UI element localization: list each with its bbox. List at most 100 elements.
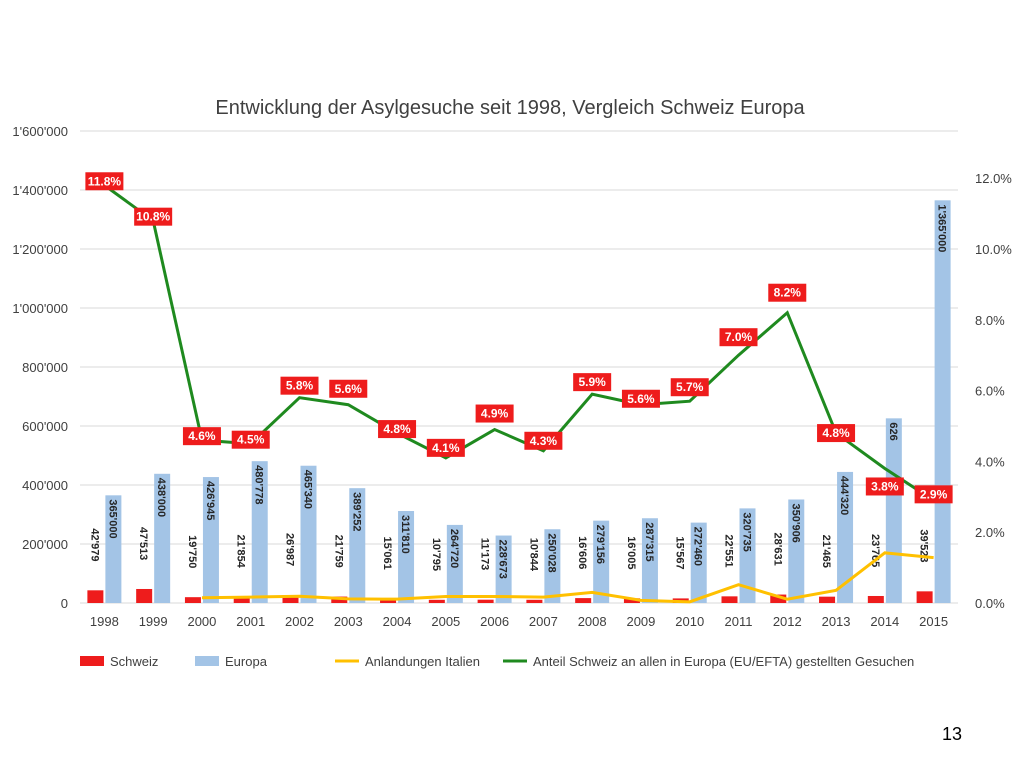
bar-label-europa: 626 bbox=[887, 422, 899, 440]
y-tick-label: 1'000'000 bbox=[12, 301, 68, 316]
pct-label: 8.2% bbox=[774, 286, 802, 300]
x-tick-label: 2009 bbox=[626, 614, 655, 629]
pct-label: 5.8% bbox=[286, 379, 314, 393]
bar-schweiz bbox=[184, 597, 201, 603]
bar-schweiz bbox=[916, 591, 933, 603]
pct-label: 5.6% bbox=[335, 382, 363, 396]
x-tick-label: 2001 bbox=[236, 614, 265, 629]
x-tick-label: 1999 bbox=[139, 614, 168, 629]
bar-schweiz bbox=[721, 596, 738, 603]
bar-label-schweiz: 21'759 bbox=[332, 535, 344, 568]
x-tick-label: 2011 bbox=[725, 614, 753, 629]
y2-tick-label: 10.0% bbox=[975, 242, 1012, 257]
legend-label: Schweiz bbox=[110, 654, 158, 669]
pct-label-box bbox=[134, 207, 173, 226]
x-tick-label: 2006 bbox=[480, 614, 509, 629]
bar-schweiz bbox=[770, 594, 787, 603]
pct-label-box bbox=[914, 485, 953, 504]
bar-schweiz bbox=[526, 599, 543, 603]
bar-label-schweiz: 42'979 bbox=[88, 528, 100, 561]
pct-label: 4.6% bbox=[188, 429, 216, 443]
bar-label-schweiz: 16'005 bbox=[625, 536, 637, 569]
y-tick-label: 600'000 bbox=[22, 419, 68, 434]
bar-schweiz bbox=[233, 596, 250, 603]
pct-label: 10.8% bbox=[136, 210, 170, 224]
bar-schweiz bbox=[282, 595, 299, 603]
bar-europa bbox=[837, 471, 854, 603]
bar-schweiz bbox=[87, 590, 104, 603]
pct-label-box bbox=[85, 172, 124, 191]
pct-label: 4.8% bbox=[383, 422, 411, 436]
bar-label-europa: 250'028 bbox=[545, 533, 557, 572]
y2-tick-label: 8.0% bbox=[975, 313, 1005, 328]
bar-europa bbox=[154, 473, 171, 603]
pct-label: 2.9% bbox=[920, 487, 948, 501]
bar-label-europa: 287'315 bbox=[643, 522, 655, 561]
x-tick-label: 2013 bbox=[822, 614, 851, 629]
page-number: 13 bbox=[941, 724, 962, 744]
bar-europa bbox=[300, 465, 317, 603]
y2-tick-label: 6.0% bbox=[975, 384, 1005, 399]
bar-label-europa: 264'720 bbox=[448, 529, 460, 568]
bar-europa bbox=[495, 535, 512, 603]
bar-label-schweiz: 28'631 bbox=[771, 533, 783, 566]
bar-label-europa: 279'156 bbox=[594, 525, 606, 564]
x-tick-label: 2015 bbox=[919, 614, 948, 629]
bar-label-schweiz: 47'513 bbox=[137, 527, 149, 560]
bar-label-europa: 1'365'000 bbox=[936, 204, 948, 252]
x-tick-label: 1998 bbox=[90, 614, 119, 629]
bar-label-europa: 389'252 bbox=[350, 492, 362, 531]
bar-label-schweiz: 22'551 bbox=[723, 534, 735, 567]
bar-label-schweiz: 39'523 bbox=[918, 529, 930, 562]
pct-label: 11.8% bbox=[88, 174, 122, 188]
bar-europa bbox=[202, 477, 219, 603]
legend-label: Anlandungen Italien bbox=[365, 654, 480, 669]
legend-swatch bbox=[80, 656, 104, 666]
pct-label-box bbox=[817, 424, 856, 443]
pct-label: 5.9% bbox=[578, 375, 606, 389]
bar-label-europa: 444'320 bbox=[838, 476, 850, 515]
line-anteil-schweiz bbox=[103, 184, 935, 502]
bar-europa bbox=[788, 499, 805, 603]
bar-schweiz bbox=[819, 596, 836, 603]
x-tick-label: 2007 bbox=[529, 614, 558, 629]
bar-label-europa: 365'000 bbox=[106, 499, 118, 538]
bar-schweiz bbox=[428, 599, 445, 603]
pct-label-box bbox=[182, 427, 221, 446]
bar-label-europa: 465'340 bbox=[302, 470, 314, 509]
y-tick-label: 400'000 bbox=[22, 478, 68, 493]
bar-label-europa: 272'460 bbox=[692, 527, 704, 566]
bar-europa bbox=[593, 520, 610, 603]
pct-label-box bbox=[621, 389, 660, 408]
bar-label-europa: 228'673 bbox=[497, 540, 509, 579]
y2-tick-label: 12.0% bbox=[975, 171, 1012, 186]
pct-label-box bbox=[524, 431, 563, 450]
bar-schweiz bbox=[575, 598, 592, 603]
bar-label-schweiz: 15'567 bbox=[674, 536, 686, 569]
bar-europa bbox=[641, 518, 658, 603]
pct-label-box bbox=[768, 283, 807, 302]
y-tick-label: 1'400'000 bbox=[12, 183, 68, 198]
pct-label-box bbox=[475, 404, 514, 423]
pct-label-box bbox=[426, 438, 465, 457]
pct-label: 4.5% bbox=[237, 433, 265, 447]
bar-schweiz bbox=[867, 595, 884, 603]
bar-label-europa: 320'735 bbox=[741, 512, 753, 551]
y-tick-label: 0 bbox=[61, 596, 68, 611]
line-anlandungen-italien bbox=[201, 551, 934, 604]
pct-label: 4.3% bbox=[530, 434, 558, 448]
bar-label-schweiz: 11'173 bbox=[479, 538, 491, 571]
bar-label-schweiz: 21'854 bbox=[235, 535, 247, 569]
pct-label: 5.6% bbox=[627, 392, 655, 406]
pct-label-box bbox=[280, 376, 319, 395]
bar-label-schweiz: 16'606 bbox=[576, 536, 588, 569]
pct-label-box bbox=[719, 328, 758, 347]
x-tick-label: 2012 bbox=[773, 614, 802, 629]
bar-schweiz bbox=[136, 588, 153, 603]
bar-europa bbox=[690, 522, 707, 603]
bar-label-europa: 350'906 bbox=[789, 503, 801, 542]
pct-label-box bbox=[573, 373, 612, 392]
bar-label-europa: 480'778 bbox=[253, 465, 265, 504]
bar-schweiz bbox=[477, 599, 494, 603]
bar-europa bbox=[446, 524, 463, 603]
